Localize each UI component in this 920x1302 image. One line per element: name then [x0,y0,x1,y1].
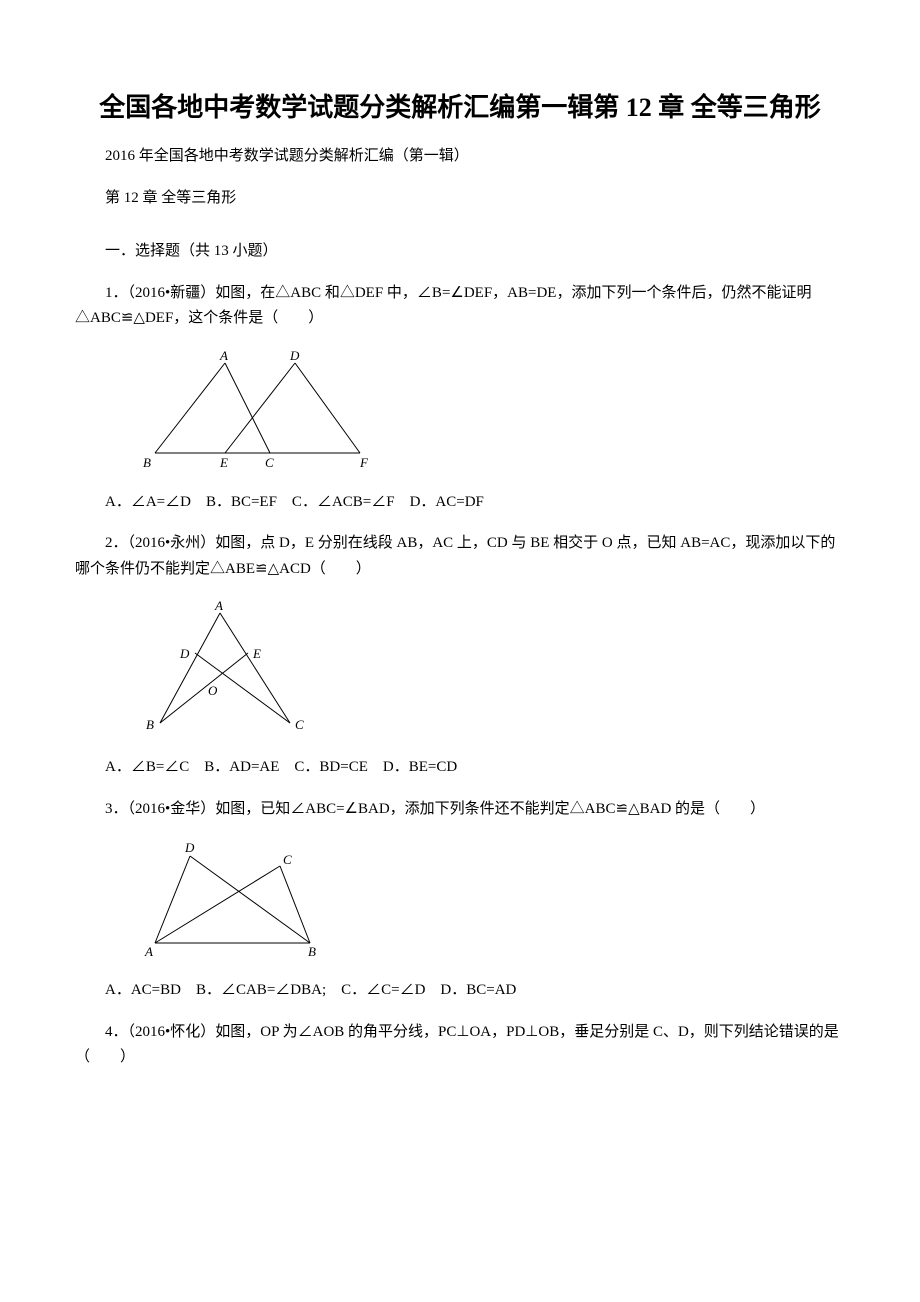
svg-text:C: C [265,455,274,470]
svg-text:A: A [219,348,228,363]
svg-text:B: B [146,717,154,732]
question-2-text: 2．（2016•永州）如图，点 D，E 分别在线段 AB，AC 上，CD 与 B… [75,531,845,582]
svg-text:C: C [283,852,292,867]
question-3-options: A．AC=BD B．∠CAB=∠DBA; C．∠C=∠D D．BC=AD [75,978,845,1004]
question-1-text-content: 1．（2016•新疆）如图，在△ABC 和△DEF 中，∠B=∠DEF，AB=D… [75,285,811,327]
svg-text:E: E [252,646,261,661]
svg-text:E: E [219,455,228,470]
svg-text:B: B [143,455,151,470]
svg-text:D: D [289,348,300,363]
question-2-figure: A D E O B C [135,598,845,743]
q2-diagram: A D E O B C [135,598,325,743]
svg-text:O: O [208,683,218,698]
question-1-options: A．∠A=∠D B．BC=EF C．∠ACB=∠F D．AC=DF [75,490,845,516]
question-2-options: A．∠B=∠C B．AD=AE C．BD=CE D．BE=CD [75,755,845,781]
svg-text:F: F [359,455,369,470]
question-1-text: 1．（2016•新疆）如图，在△ABC 和△DEF 中，∠B=∠DEF，AB=D… [75,281,845,332]
q3-diagram: D C A B [135,838,335,966]
svg-text:D: D [179,646,190,661]
svg-text:A: A [214,598,223,613]
svg-text:D: D [184,840,195,855]
svg-text:A: A [144,944,153,959]
question-1-figure: A D B E C F [135,348,845,478]
intro-line-2: 第 12 章 全等三角形 [75,186,845,212]
question-3-text: 3．（2016•金华）如图，已知∠ABC=∠BAD，添加下列条件还不能判定△AB… [75,797,845,823]
question-2-text-content: 2．（2016•永州）如图，点 D，E 分别在线段 AB，AC 上，CD 与 B… [75,535,835,577]
question-4-text-content: 4．（2016•怀化）如图，OP 为∠AOB 的角平分线，PC⊥OA，PD⊥OB… [75,1024,839,1066]
question-3-text-content: 3．（2016•金华）如图，已知∠ABC=∠BAD，添加下列条件还不能判定△AB… [105,801,765,817]
question-3-figure: D C A B [135,838,845,966]
page-title: 全国各地中考数学试题分类解析汇编第一辑第 12 章 全等三角形 [75,90,845,126]
svg-text:C: C [295,717,304,732]
section-header: 一．选择题（共 13 小题） [75,239,845,265]
q1-diagram: A D B E C F [135,348,385,478]
intro-line-1: 2016 年全国各地中考数学试题分类解析汇编（第一辑） [75,144,845,170]
svg-text:B: B [308,944,316,959]
question-4-text: 4．（2016•怀化）如图，OP 为∠AOB 的角平分线，PC⊥OA，PD⊥OB… [75,1020,845,1071]
